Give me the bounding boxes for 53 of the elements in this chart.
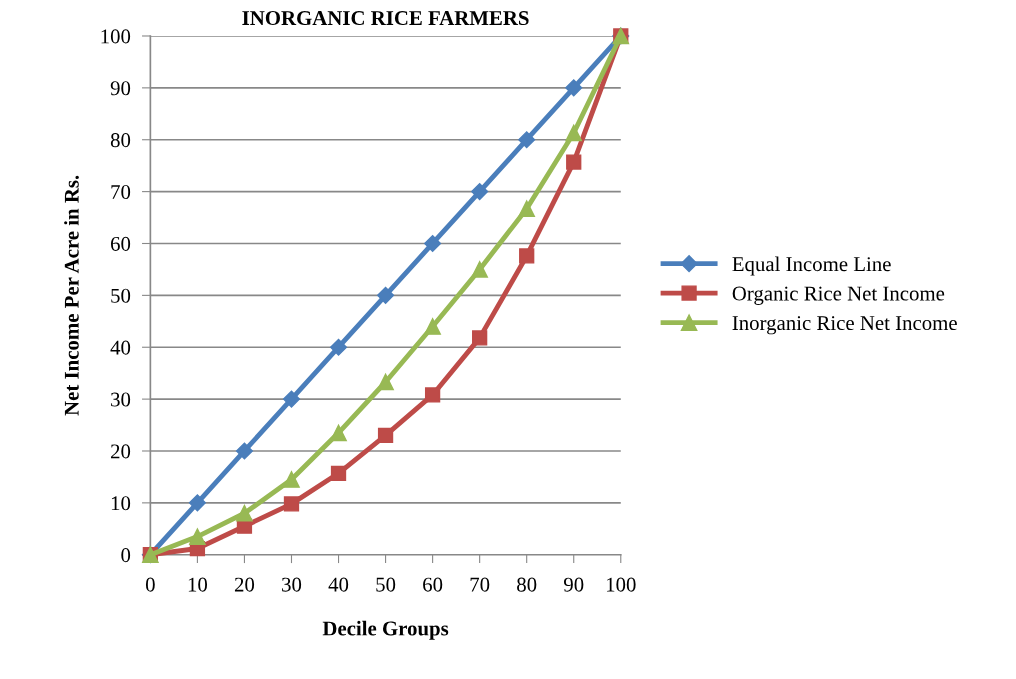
point [330,424,347,442]
point [283,496,300,512]
y-axis-title: Net Income Per Acre in Rs. [64,175,79,416]
x-tick-label: 60 [423,577,443,592]
point [283,471,300,488]
point [424,234,442,253]
y-tick-label: 10 [111,496,131,511]
point [472,330,488,346]
point [377,373,394,391]
legend-label: Inorganic Rice Net Income [732,316,957,335]
x-tick-label: 90 [563,577,584,592]
x-tick-label: 30 [282,577,302,592]
y-tick-label: 30 [111,392,131,407]
x-tick-label: 10 [188,577,208,592]
y-tick-label: 100 [101,29,131,44]
y-tick-label: 0 [121,548,131,563]
point [424,318,441,335]
point [519,248,535,264]
y-tick-label: 80 [110,133,131,148]
legend-label: Equal Income Line [732,256,891,276]
point [566,154,582,170]
x-tick-label: 0 [145,577,155,592]
point [236,504,253,522]
y-tick-label: 40 [110,340,131,355]
x-tick-label: 70 [470,577,490,592]
x-tick-label: 20 [234,577,255,592]
point [565,124,583,142]
point [471,261,488,278]
point [424,387,441,403]
y-tick-label: 50 [111,288,131,303]
x-tick-label: 100 [606,577,636,592]
y-tick-label: 70 [111,184,131,200]
point [565,79,583,97]
point [518,200,536,218]
y-tick-label: 20 [111,444,131,459]
x-tick-label: 40 [328,577,349,592]
x-axis-title: Decile Groups [322,620,449,640]
y-tick-label: 60 [110,236,131,251]
point [330,465,347,481]
y-tick-label: 90 [110,81,131,96]
point [377,427,394,444]
point [377,286,395,304]
x-tick-label: 50 [376,577,396,592]
point [189,528,206,545]
point [329,338,348,356]
x-tick-label: 80 [517,577,537,592]
point [235,442,254,460]
point [471,183,489,201]
legend-label: Organic Rice Net Income [732,286,945,305]
chart-title: INORGANIC RICE FARMERS [242,11,529,26]
point [282,390,301,408]
point [518,131,536,149]
point [188,494,206,512]
